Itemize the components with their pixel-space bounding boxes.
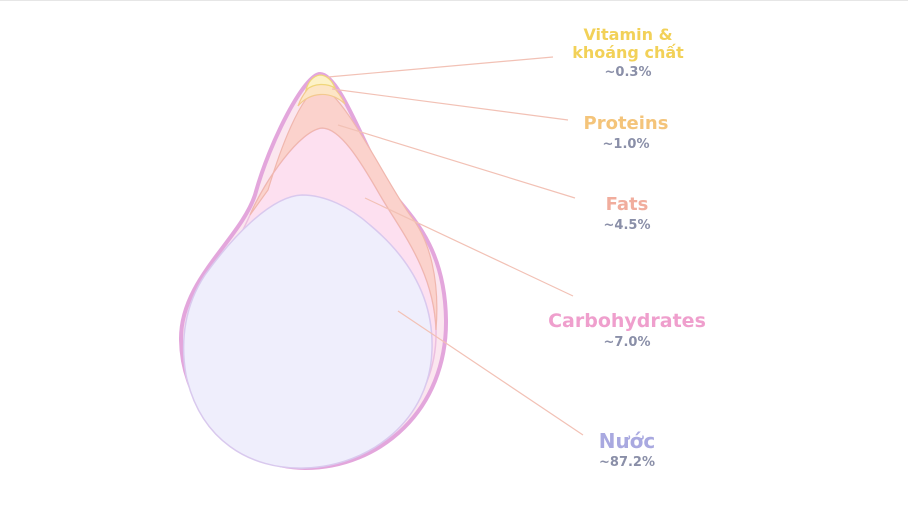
label-carbohydrates-percent: ~7.0%	[603, 334, 651, 350]
top-border	[0, 0, 908, 1]
leader-line-nuoc	[397, 310, 584, 436]
label-carbohydrates-name: Carbohydrates	[548, 310, 706, 332]
label-fats: Fats ~4.5%	[517, 194, 737, 234]
label-nuoc-percent: ~87.2%	[599, 455, 655, 470]
label-nuoc: Nước ~87.2%	[517, 430, 737, 471]
label-vitamin-name-line2: khoáng chất	[572, 43, 684, 63]
label-proteins-percent: ~1.0%	[602, 136, 650, 152]
leader-line-vitamin	[327, 56, 554, 78]
leader-line-fats	[337, 124, 576, 199]
label-carbohydrates: Carbohydrates ~7.0%	[517, 310, 737, 351]
label-fats-percent: ~4.5%	[603, 217, 651, 233]
label-vitamin-name-line1: Vitamin &	[583, 25, 673, 44]
label-proteins: Proteins ~1.0%	[516, 113, 736, 153]
label-proteins-name: Proteins	[583, 113, 669, 134]
label-vitamin: Vitamin & khoáng chất ~0.3%	[518, 25, 738, 81]
leader-line-proteins	[331, 88, 569, 121]
fats-layer	[249, 85, 438, 331]
leader-line-carbohydrates	[364, 197, 574, 297]
label-nuoc-name: Nước	[598, 429, 656, 453]
water-layer	[182, 194, 433, 469]
label-vitamin-percent: ~0.3%	[604, 64, 652, 80]
vitamin-layer	[304, 74, 337, 92]
label-fats-name: Fats	[605, 194, 649, 215]
